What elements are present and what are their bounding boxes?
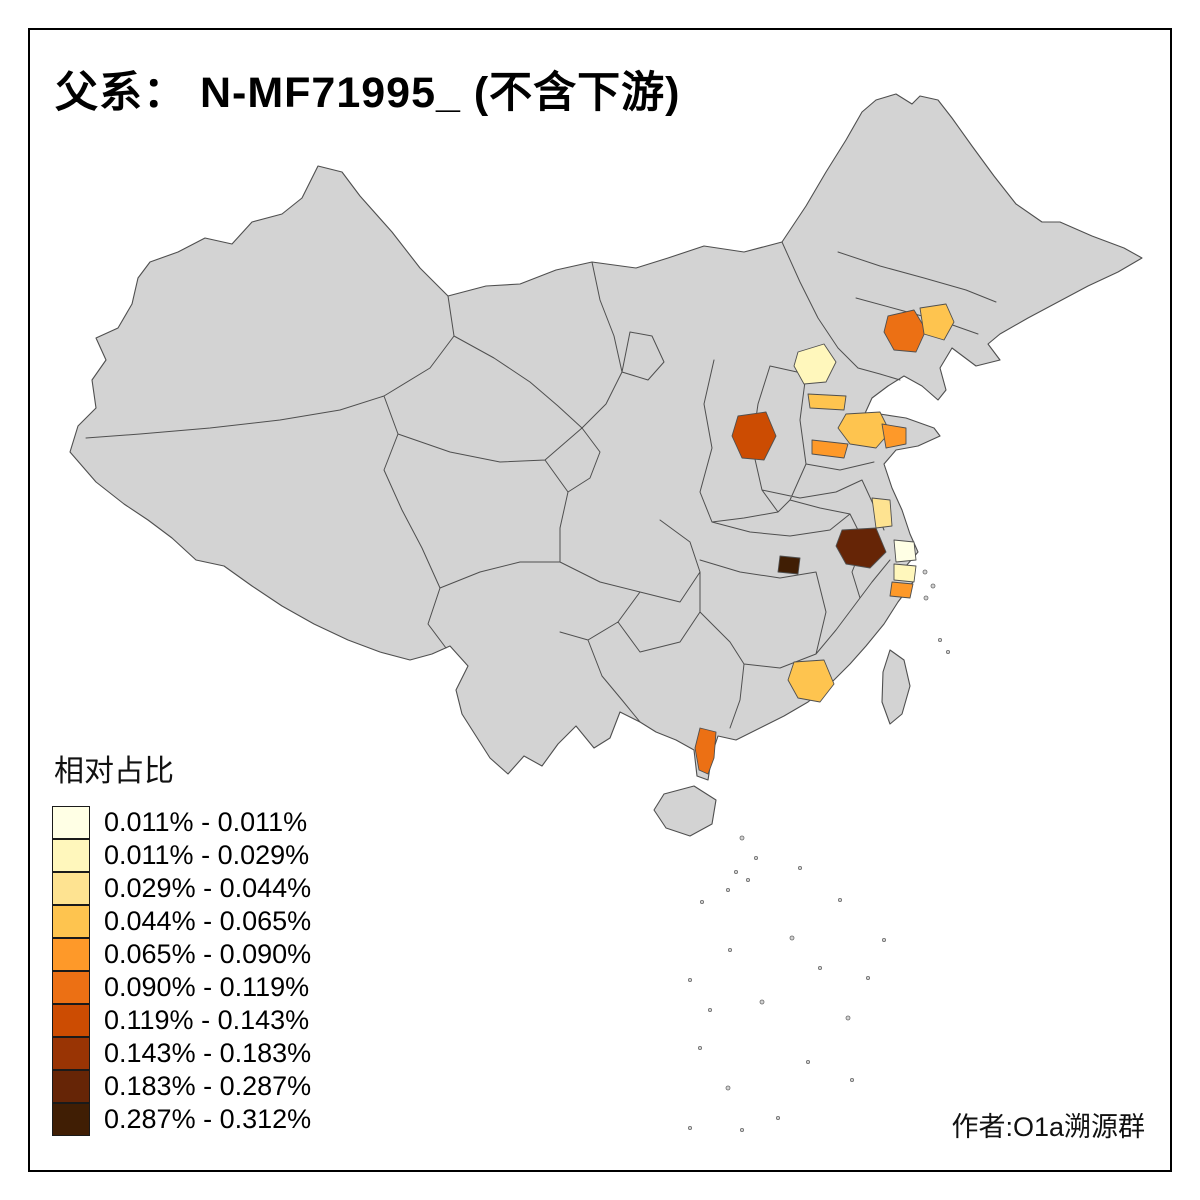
region-beijing: [793, 343, 837, 385]
island-dot: [728, 948, 733, 953]
legend-row: 0.143% - 0.183%: [52, 1037, 311, 1070]
legend-row: 0.287% - 0.312%: [52, 1103, 311, 1136]
island-dot: [739, 835, 745, 841]
island-dot: [776, 1116, 781, 1121]
region-southwest-anhui: [835, 527, 887, 569]
legend-label: 0.044% - 0.065%: [104, 906, 312, 936]
region-east-hubei: [777, 555, 801, 575]
legend-label: 0.287% - 0.312%: [104, 1104, 312, 1134]
legend-label: 0.119% - 0.143%: [104, 1005, 310, 1035]
legend-row: 0.065% - 0.090%: [52, 938, 311, 971]
legend-row: 0.029% - 0.044%: [52, 872, 311, 905]
region-east-shandong: [881, 423, 907, 449]
region-central-liaoning: [919, 303, 955, 341]
region-leizhou-peninsula: [694, 727, 717, 775]
island-dot: [688, 1126, 693, 1131]
island-dot: [946, 650, 951, 655]
island-dot: [845, 1015, 851, 1021]
island-dot: [740, 1128, 745, 1133]
island-dot: [818, 966, 823, 971]
small-islands: [688, 569, 951, 1133]
region-west-liaoning: [883, 309, 927, 353]
legend-swatch: [52, 839, 90, 872]
legend-swatch: [52, 938, 90, 971]
legend-title: 相对占比: [54, 755, 174, 788]
island-dot: [922, 569, 928, 575]
island-dot: [806, 1060, 811, 1065]
region-central-jiangsu: [871, 497, 893, 529]
legend-label: 0.183% - 0.287%: [104, 1071, 312, 1101]
region-south-shanxi: [731, 411, 777, 461]
island-dot: [866, 976, 871, 981]
region-north-henan: [811, 439, 849, 459]
island-dot: [789, 935, 795, 941]
legend-label: 0.011% - 0.011%: [104, 807, 308, 837]
legend-swatch: [52, 1004, 90, 1037]
region-central-guangdong: [787, 659, 835, 703]
island-dot: [838, 898, 843, 903]
legend-row: 0.090% - 0.119%: [52, 971, 311, 1004]
legend-swatch: [52, 1037, 90, 1070]
legend-row: 0.044% - 0.065%: [52, 905, 311, 938]
legend: 相对占比 0.011% - 0.011% 0.011% - 0.029% 0.0…: [52, 746, 311, 1136]
legend-swatch: [52, 1070, 90, 1103]
island-dot: [734, 870, 739, 875]
island-dot: [700, 900, 705, 905]
map-title: 父系： N-MF71995_ (不含下游): [55, 69, 681, 117]
island-dot: [726, 888, 731, 893]
legend-label: 0.029% - 0.044%: [104, 873, 312, 903]
island-dot: [746, 878, 751, 883]
region-east-zhejiang: [889, 581, 914, 599]
legend-label: 0.011% - 0.029%: [104, 840, 310, 870]
legend-row: 0.183% - 0.287%: [52, 1070, 311, 1103]
region-shanghai: [893, 539, 917, 563]
island-dot: [798, 866, 803, 871]
island-dot: [938, 638, 943, 643]
legend-label: 0.090% - 0.119%: [104, 972, 310, 1002]
island-dot: [850, 1078, 855, 1083]
island-dot: [725, 1085, 731, 1091]
island-dot: [882, 938, 887, 943]
legend-row: 0.011% - 0.029%: [52, 839, 311, 872]
legend-swatch: [52, 872, 90, 905]
island-dot: [708, 1008, 713, 1013]
highlighted-regions: [694, 303, 955, 775]
legend-row: 0.119% - 0.143%: [52, 1004, 311, 1037]
taiwan-island: [881, 649, 911, 725]
island-dot: [930, 583, 936, 589]
hainan-island: [653, 785, 717, 837]
region-north-zhejiang: [893, 563, 917, 583]
legend-swatch: [52, 1103, 90, 1136]
region-west-shandong: [837, 411, 891, 449]
legend-swatch: [52, 971, 90, 1004]
island-dot: [754, 856, 759, 861]
legend-label: 0.065% - 0.090%: [104, 939, 312, 969]
mainland-outline: [69, 93, 1143, 781]
island-dot: [698, 1046, 703, 1051]
island-dot: [759, 999, 765, 1005]
legend-label: 0.143% - 0.183%: [104, 1038, 312, 1068]
legend-swatch: [52, 806, 90, 839]
island-dot: [923, 595, 929, 601]
island-dot: [688, 978, 693, 983]
author-credit: 作者:O1a溯源群: [951, 1112, 1145, 1142]
legend-swatch: [52, 905, 90, 938]
region-central-hebei: [807, 393, 847, 411]
legend-row: 0.011% - 0.011%: [52, 806, 311, 839]
